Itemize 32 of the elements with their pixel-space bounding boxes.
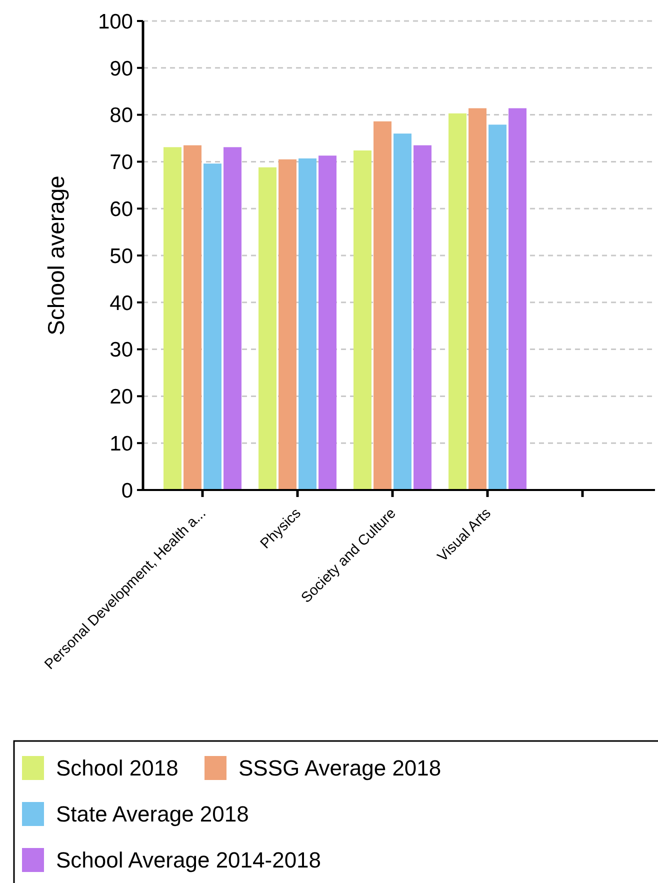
bar bbox=[414, 145, 432, 490]
legend-label: State Average 2018 bbox=[56, 802, 249, 827]
y-tick-label: 50 bbox=[110, 244, 133, 268]
bar bbox=[278, 159, 296, 490]
bar bbox=[508, 108, 526, 490]
y-tick-label: 0 bbox=[121, 479, 133, 502]
bar bbox=[374, 121, 392, 490]
legend-label: School 2018 bbox=[56, 756, 178, 781]
y-tick-label: 30 bbox=[110, 338, 133, 362]
bar bbox=[318, 156, 336, 490]
bar bbox=[448, 113, 466, 490]
y-tick-label: 40 bbox=[110, 292, 133, 315]
y-tick-label: 60 bbox=[110, 198, 133, 221]
bar bbox=[394, 134, 412, 490]
legend-label: School Average 2014-2018 bbox=[56, 848, 322, 873]
y-tick-label: 90 bbox=[110, 57, 133, 80]
bar bbox=[468, 108, 486, 490]
y-tick-label: 70 bbox=[110, 151, 133, 174]
y-tick-label: 80 bbox=[110, 104, 133, 128]
bar bbox=[298, 158, 316, 490]
bar bbox=[184, 145, 202, 490]
bar bbox=[354, 150, 372, 490]
bar bbox=[488, 124, 506, 490]
legend-label: SSSG Average 2018 bbox=[238, 756, 442, 781]
bar bbox=[204, 164, 222, 490]
bar bbox=[224, 147, 242, 490]
y-axis-title: School average bbox=[43, 176, 69, 336]
y-tick-label: 10 bbox=[110, 432, 133, 456]
y-tick-label: 100 bbox=[98, 10, 133, 34]
bar bbox=[258, 167, 276, 490]
bar bbox=[164, 147, 182, 490]
y-tick-label: 20 bbox=[110, 386, 133, 409]
